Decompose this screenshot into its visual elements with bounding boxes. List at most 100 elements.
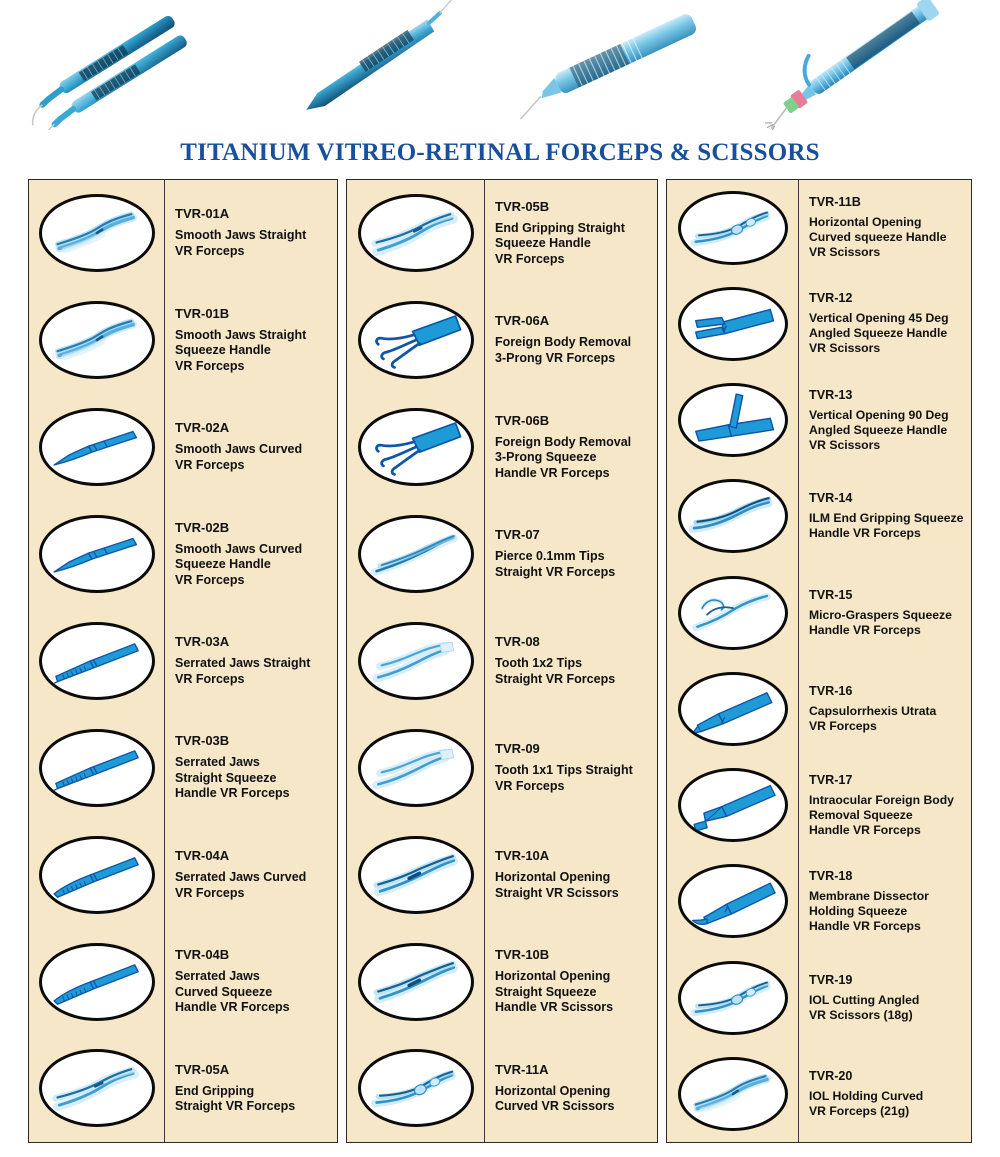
instrument-thumbnail-tvr-19 (677, 960, 788, 1035)
product-row[interactable]: TVR-11B Horizontal Opening Curved squeeze… (667, 180, 971, 276)
product-image-cell (667, 671, 798, 746)
instrument-thumbnail-tvr-15 (677, 575, 788, 650)
product-image-cell (29, 300, 164, 379)
instrument-thumbnail-tvr-05a (38, 1049, 155, 1128)
product-row[interactable]: TVR-01B Smooth Jaws Straight Squeeze Hand… (29, 286, 337, 393)
product-row[interactable]: TVR-03A Serrated Jaws Straight VR Forceps (29, 607, 337, 714)
product-row[interactable]: TVR-07 Pierce 0.1mm Tips Straight VR Forc… (347, 500, 657, 607)
instrument-thumbnail-tvr-06a (357, 300, 474, 379)
instrument-thumbnail-tvr-01b (38, 300, 155, 379)
product-code: TVR-11B (809, 195, 861, 210)
product-row[interactable]: TVR-03B Serrated Jaws Straight Squeeze Ha… (29, 714, 337, 821)
product-image-cell (347, 193, 484, 272)
product-image-cell (347, 728, 484, 807)
product-image-cell (347, 514, 484, 593)
product-code: TVR-05B (495, 198, 550, 214)
product-code: TVR-12 (809, 291, 853, 306)
product-code: TVR-04A (175, 848, 230, 864)
titanium-instrument-handle-photo (505, 0, 735, 130)
product-row[interactable]: TVR-10A Horizontal Opening Straight VR Sc… (347, 821, 657, 928)
instrument-thumbnail-tvr-11b (677, 190, 788, 265)
product-image-cell (667, 479, 798, 554)
instrument-thumbnail-tvr-04b (38, 942, 155, 1021)
product-row[interactable]: TVR-09 Tooth 1x1 Tips Straight VR Forceps (347, 714, 657, 821)
product-image-cell (29, 514, 164, 593)
product-image-cell (667, 575, 798, 650)
product-code: TVR-07 (495, 527, 540, 543)
product-text-cell: TVR-10A Horizontal Opening Straight VR Sc… (484, 848, 657, 901)
product-row[interactable]: TVR-01A Smooth Jaws Straight VR Forceps (29, 180, 337, 287)
product-text-cell: TVR-04A Serrated Jaws Curved VR Forceps (164, 848, 337, 901)
instrument-thumbnail-tvr-12 (677, 286, 788, 361)
product-code: TVR-18 (809, 868, 853, 883)
product-row[interactable]: TVR-08 Tooth 1x2 Tips Straight VR Forceps (347, 607, 657, 714)
product-row[interactable]: TVR-19 IOL Cutting Angled VR Scissors (18… (667, 950, 971, 1046)
instrument-thumbnail-tvr-08 (357, 621, 474, 700)
product-row[interactable]: TVR-04A Serrated Jaws Curved VR Forceps (29, 821, 337, 928)
product-description: End Gripping Straight Squeeze Handle VR … (495, 220, 625, 266)
product-description: Smooth Jaws Curved VR Forceps (175, 442, 303, 472)
product-description: Horizontal Opening Curved VR Scissors (495, 1083, 615, 1114)
product-description: Membrane Dissector Holding Squeeze Handl… (809, 888, 929, 933)
product-code: TVR-13 (809, 387, 853, 402)
product-row[interactable]: TVR-05A End Gripping Straight VR Forceps (29, 1035, 337, 1142)
product-row[interactable]: TVR-05B End Gripping Straight Squeeze Han… (347, 180, 657, 287)
product-text-cell: TVR-20 IOL Holding Curved VR Forceps (21g… (798, 1069, 971, 1119)
instrument-thumbnail-tvr-10b (357, 942, 474, 1021)
product-row[interactable]: TVR-06A Foreign Body Removal 3-Prong VR F… (347, 286, 657, 393)
product-description: Foreign Body Removal 3-Prong VR Forceps (495, 335, 632, 365)
product-description: Horizontal Opening Straight Squeeze Hand… (495, 969, 614, 1015)
product-row[interactable]: TVR-20 IOL Holding Curved VR Forceps (21g… (667, 1046, 971, 1142)
instrument-thumbnail-tvr-18 (677, 864, 788, 939)
product-description: Intraocular Foreign Body Removal Squeeze… (809, 792, 954, 837)
instrument-thumbnail-tvr-20 (677, 1056, 788, 1131)
product-image-cell (347, 300, 484, 379)
product-text-cell: TVR-05A End Gripping Straight VR Forceps (164, 1062, 337, 1115)
product-code: TVR-06A (495, 313, 550, 329)
product-image-cell (347, 407, 484, 486)
product-description: Capsulorrhexis Utrata VR Forceps (809, 703, 937, 733)
product-row[interactable]: TVR-10B Horizontal Opening Straight Squee… (347, 928, 657, 1035)
column-divider-rule (798, 179, 799, 1142)
instrument-thumbnail-tvr-05b (357, 193, 474, 272)
product-text-cell: TVR-06B Foreign Body Removal 3-Prong Sque… (484, 413, 657, 482)
product-code: TVR-20 (809, 1068, 853, 1083)
product-row[interactable]: TVR-17 Intraocular Foreign Body Removal S… (667, 757, 971, 853)
product-code: TVR-09 (495, 741, 540, 757)
product-text-cell: TVR-02A Smooth Jaws Curved VR Forceps (164, 420, 337, 473)
product-row[interactable]: TVR-15 Micro-Graspers Squeeze Handle VR F… (667, 565, 971, 661)
product-description: Smooth Jaws Straight Squeeze Handle VR F… (175, 327, 307, 373)
product-description: Smooth Jaws Curved Squeeze Handle VR For… (175, 541, 303, 587)
product-row[interactable]: TVR-02A Smooth Jaws Curved VR Forceps (29, 393, 337, 500)
product-text-cell: TVR-15 Micro-Graspers Squeeze Handle VR F… (798, 588, 971, 638)
product-row[interactable]: TVR-14 ILM End Gripping Squeeze Handle VR… (667, 468, 971, 564)
product-image-cell (667, 864, 798, 939)
product-code: TVR-16 (809, 683, 853, 698)
product-text-cell: TVR-01B Smooth Jaws Straight Squeeze Hand… (164, 306, 337, 375)
product-row[interactable]: TVR-11A Horizontal Opening Curved VR Scis… (347, 1035, 657, 1142)
page-title: TITANIUM VITREO-RETINAL FORCEPS & SCISSO… (180, 139, 820, 166)
product-code: TVR-10A (495, 848, 550, 864)
product-description: Tooth 1x2 Tips Straight VR Forceps (495, 656, 616, 686)
product-code: TVR-17 (809, 772, 853, 787)
instrument-thumbnail-tvr-16 (677, 671, 788, 746)
product-row[interactable]: TVR-16 Capsulorrhexis Utrata VR Forceps (667, 661, 971, 757)
product-row[interactable]: TVR-18 Membrane Dissector Holding Squeeze… (667, 853, 971, 949)
product-row[interactable]: TVR-06B Foreign Body Removal 3-Prong Sque… (347, 393, 657, 500)
titanium-forceps-single-photo (272, 0, 492, 130)
product-row[interactable]: TVR-04B Serrated Jaws Curved Squeeze Hand… (29, 928, 337, 1035)
product-row[interactable]: TVR-13 Vertical Opening 90 Deg Angled Squ… (667, 372, 971, 468)
instrument-thumbnail-tvr-09 (357, 728, 474, 807)
product-text-cell: TVR-01A Smooth Jaws Straight VR Forceps (164, 206, 337, 259)
product-text-cell: TVR-19 IOL Cutting Angled VR Scissors (18… (798, 973, 971, 1023)
product-text-cell: TVR-18 Membrane Dissector Holding Squeeze… (798, 869, 971, 934)
product-text-cell: TVR-03A Serrated Jaws Straight VR Forceps (164, 634, 337, 687)
product-row[interactable]: TVR-12 Vertical Opening 45 Deg Angled Squ… (667, 276, 971, 372)
product-text-cell: TVR-09 Tooth 1x1 Tips Straight VR Forceps (484, 741, 657, 794)
product-description: ILM End Gripping Squeeze Handle VR Force… (809, 511, 964, 541)
product-image-cell (347, 835, 484, 914)
product-row[interactable]: TVR-02B Smooth Jaws Curved Squeeze Handle… (29, 500, 337, 607)
product-code: TVR-15 (809, 587, 853, 602)
instrument-thumbnail-tvr-14 (677, 479, 788, 554)
instrument-thumbnail-tvr-13 (677, 383, 788, 458)
